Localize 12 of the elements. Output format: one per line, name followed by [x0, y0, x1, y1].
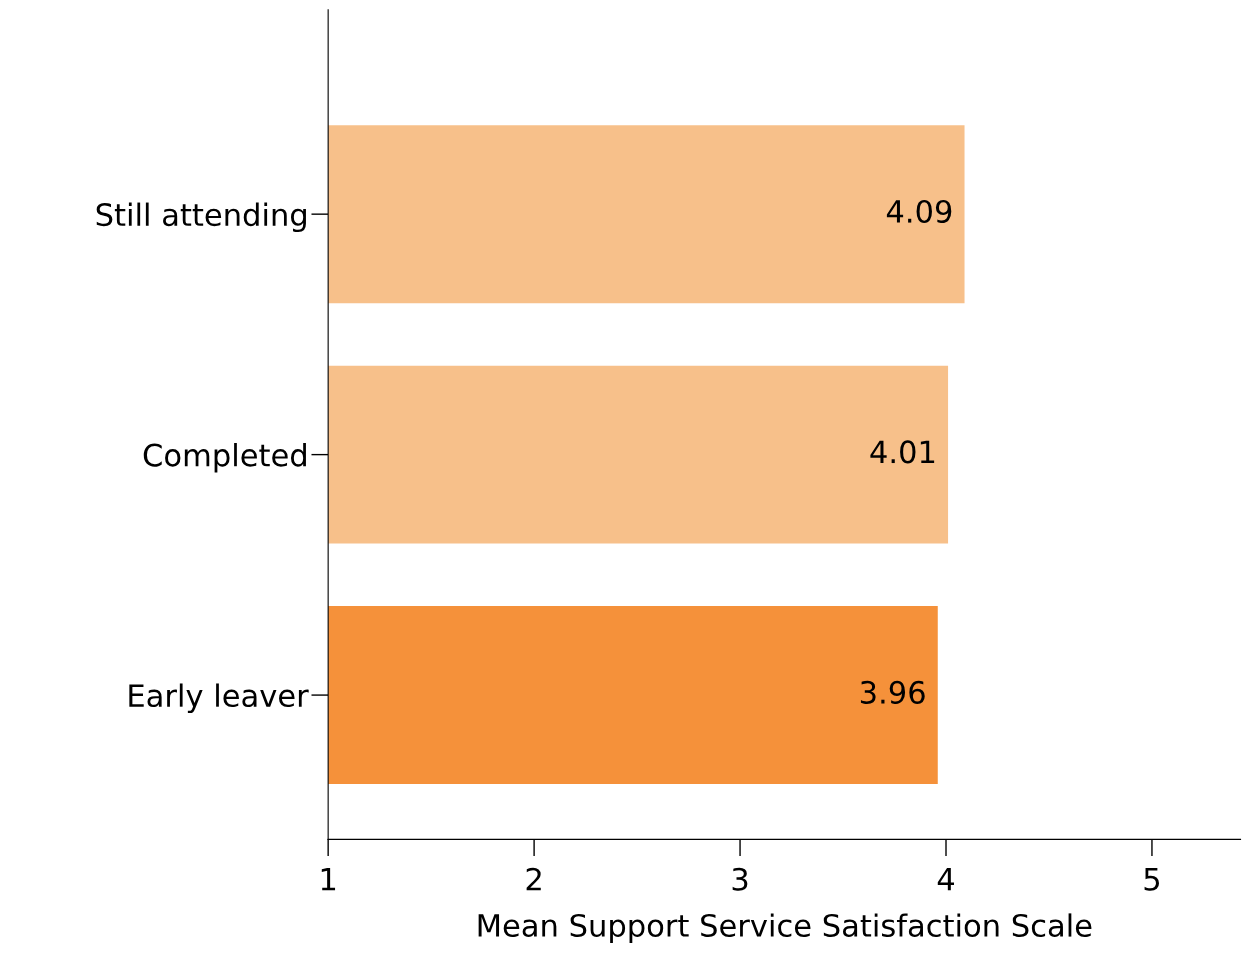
x-tick-label: 1 — [321, 868, 336, 891]
x-tick-label: 2 — [526, 867, 541, 891]
x-tick-label: 4 — [937, 868, 955, 891]
x-tick-label: 5 — [1144, 868, 1160, 891]
x-axis-title: Mean Support Service Satisfaction Scale — [478, 913, 1092, 943]
data-label: 4.01 — [870, 440, 935, 464]
data-label: 3.96 — [860, 680, 925, 704]
y-tick-label: Still attending — [96, 202, 306, 233]
x-tick-label: 3 — [732, 867, 748, 891]
y-tick-label: Completed — [143, 443, 306, 473]
data-label: 4.09 — [886, 199, 952, 224]
y-tick-label: Early leaver — [129, 683, 309, 714]
